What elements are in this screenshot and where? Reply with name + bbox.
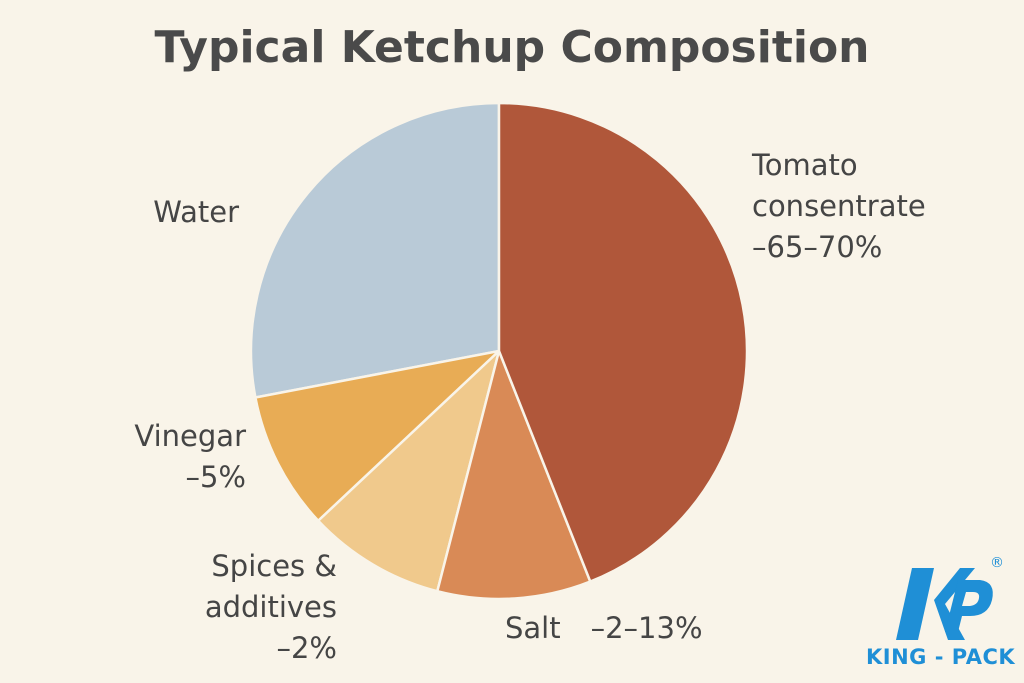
pie-slice [249, 101, 501, 399]
slice-label: Salt –2–13% [505, 608, 825, 649]
value-label: –2% [276, 631, 337, 665]
pie-slice [497, 101, 749, 584]
slice-label: Vinegar –5% [40, 416, 246, 498]
pie-slice [435, 346, 592, 601]
value-label: –2–13% [590, 611, 703, 645]
category-label: Salt [505, 611, 561, 645]
pie-slice [316, 347, 502, 593]
logo-mark: ® [990, 555, 1004, 571]
slice-label: Tomato consentrate –65–70% [752, 145, 962, 268]
logo-icon [896, 568, 993, 640]
chart-title: Typical Ketchup Composition [154, 22, 870, 73]
value-label: –5% [185, 460, 246, 494]
category-label: Spices & additives [204, 549, 337, 624]
slice-label: Spices & additives –2% [100, 546, 337, 669]
logo-text: KING - PACK [866, 645, 1016, 669]
category-label: Tomato consentrate [752, 148, 926, 223]
category-label: Water [153, 195, 239, 229]
category-label: Vinegar [134, 419, 246, 453]
value-label: –65–70% [752, 230, 883, 264]
pie-slice [253, 348, 503, 523]
slice-label: Water [40, 192, 239, 233]
